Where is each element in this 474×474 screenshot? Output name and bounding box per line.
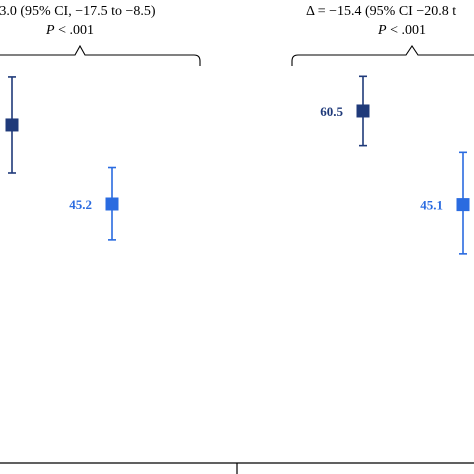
group2-difference-annotation: Δ = −15.4 (95% CI −20.8 t — [306, 4, 456, 19]
data-point-label: 45.1 — [420, 198, 443, 213]
group1-p-value: P < .001 — [45, 23, 94, 38]
data-point-marker — [356, 104, 370, 118]
data-point-marker — [456, 198, 470, 212]
chart-marks: 45.2 60.5 45.1 — [5, 75, 470, 255]
group1-p-rest: < .001 — [55, 23, 94, 38]
group1-bracket — [0, 44, 201, 66]
data-point-label: 60.5 — [320, 104, 343, 119]
group2-p-rest: < .001 — [387, 23, 426, 38]
group1-difference-annotation: −13.0 (95% CI, −17.5 to −8.5) — [0, 4, 156, 19]
group2-bracket — [291, 45, 474, 66]
data-point-marker — [105, 197, 119, 211]
group2-p-symbol: P — [377, 23, 387, 38]
group1-p-symbol: P — [45, 23, 55, 38]
data-point-marker — [5, 118, 19, 132]
data-point-label: 45.2 — [69, 197, 92, 212]
group2-p-value: P < .001 — [377, 23, 426, 38]
